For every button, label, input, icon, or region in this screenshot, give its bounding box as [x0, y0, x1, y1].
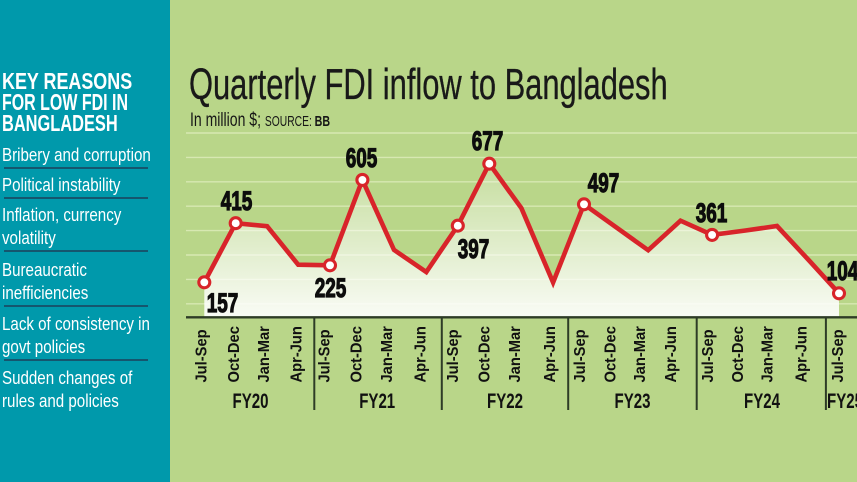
- svg-text:Oct-Dec: Oct-Dec: [730, 326, 748, 383]
- svg-text:Apr-Jun: Apr-Jun: [793, 326, 811, 382]
- svg-text:Jul-Sep: Jul-Sep: [444, 329, 462, 382]
- svg-text:FY22: FY22: [487, 388, 523, 412]
- svg-text:FY25: FY25: [827, 388, 857, 412]
- svg-text:FY24: FY24: [744, 388, 781, 412]
- svg-text:Apr-Jun: Apr-Jun: [288, 326, 306, 382]
- svg-text:Jul-Sep: Jul-Sep: [316, 329, 334, 382]
- svg-text:Jan-Mar: Jan-Mar: [507, 326, 525, 382]
- svg-text:FY21: FY21: [359, 388, 395, 412]
- svg-text:Oct-Dec: Oct-Dec: [602, 326, 620, 383]
- svg-text:Oct-Dec: Oct-Dec: [476, 326, 494, 383]
- svg-text:Jan-Mar: Jan-Mar: [759, 326, 777, 382]
- svg-text:Jan-Mar: Jan-Mar: [632, 326, 650, 382]
- svg-text:Oct-Dec: Oct-Dec: [225, 326, 243, 383]
- svg-text:Oct-Dec: Oct-Dec: [348, 326, 366, 383]
- svg-text:Jan-Mar: Jan-Mar: [256, 326, 274, 382]
- svg-text:Jul-Sep: Jul-Sep: [699, 329, 717, 382]
- svg-text:Apr-Jun: Apr-Jun: [662, 326, 680, 382]
- svg-text:Jul-Sep: Jul-Sep: [193, 329, 211, 382]
- svg-text:Apr-Jun: Apr-Jun: [541, 326, 559, 382]
- svg-text:Jul-Sep: Jul-Sep: [829, 329, 847, 382]
- svg-text:Apr-Jun: Apr-Jun: [412, 326, 430, 382]
- svg-text:FY23: FY23: [615, 388, 651, 412]
- svg-text:Jan-Mar: Jan-Mar: [378, 326, 396, 382]
- svg-text:FY20: FY20: [233, 388, 269, 412]
- svg-text:Jul-Sep: Jul-Sep: [571, 329, 589, 382]
